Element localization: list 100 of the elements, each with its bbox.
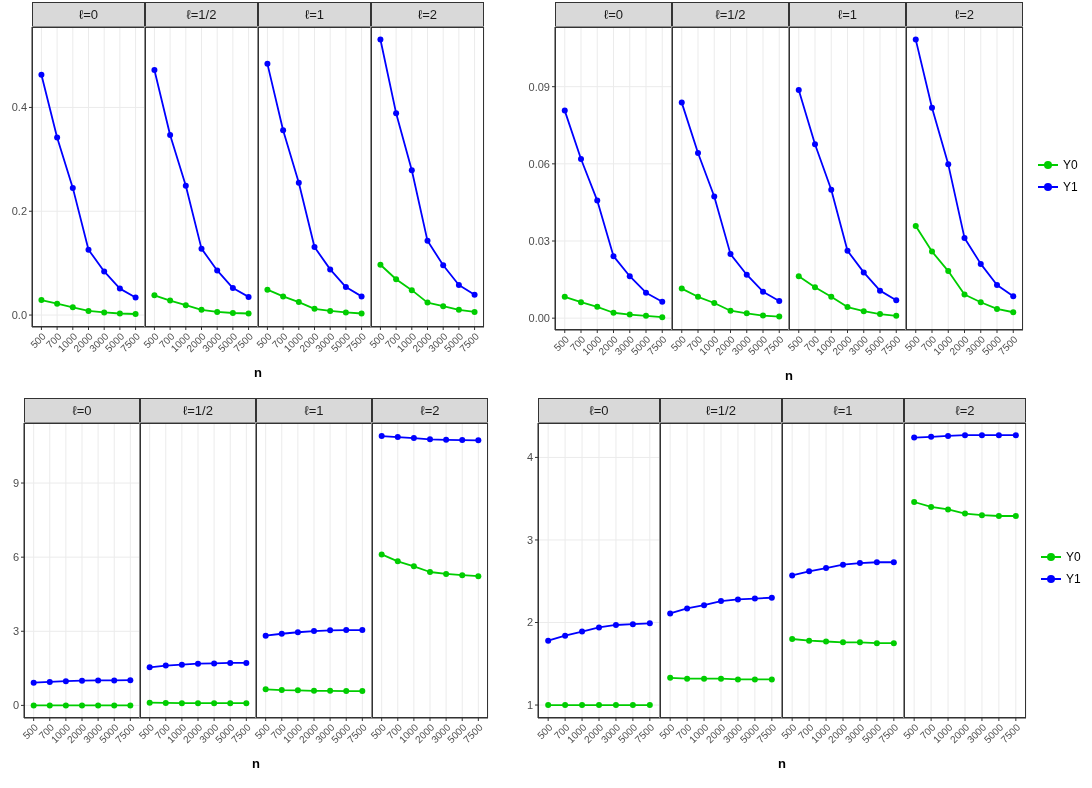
point [127, 677, 134, 684]
point [182, 182, 189, 189]
chart-title: ℓ=0 [555, 2, 672, 27]
point [245, 293, 252, 300]
y-tick-label: 0.06 [528, 157, 550, 170]
point [162, 662, 169, 669]
point [844, 247, 851, 254]
point [678, 99, 685, 106]
point [945, 161, 952, 168]
y-tick-label: 0.4 [11, 101, 27, 114]
point [79, 702, 85, 709]
point [860, 269, 867, 276]
point [455, 281, 462, 288]
point [85, 246, 92, 253]
point [562, 632, 569, 639]
y-tick-label: 0.0 [11, 308, 27, 321]
chart-title: ℓ=1/2 [145, 2, 258, 27]
point [545, 637, 552, 644]
point [978, 512, 985, 519]
point [718, 675, 724, 682]
point [718, 598, 724, 605]
legend-label: Y1 [1066, 571, 1081, 586]
point [701, 675, 708, 682]
point [211, 700, 218, 707]
point [961, 291, 968, 298]
chart-title: ℓ=1 [782, 398, 904, 423]
point [62, 702, 69, 709]
point [594, 197, 601, 204]
point [116, 285, 123, 292]
point [198, 306, 205, 313]
point [424, 237, 431, 244]
point [311, 687, 317, 694]
point [962, 432, 968, 439]
point [760, 288, 766, 295]
point [229, 285, 236, 292]
point [132, 311, 139, 318]
point [776, 313, 783, 320]
y-tick-label: 2 [526, 616, 533, 629]
point [789, 636, 796, 643]
legend-label: Y0 [1063, 157, 1078, 172]
point [475, 437, 482, 444]
point [995, 513, 1002, 520]
point [562, 702, 569, 709]
point [596, 624, 602, 631]
point [30, 679, 37, 686]
point [394, 434, 401, 441]
point [245, 310, 252, 317]
point [359, 627, 366, 634]
point [408, 287, 415, 294]
point [806, 637, 813, 644]
point [264, 286, 271, 293]
point [743, 271, 750, 278]
point [278, 687, 285, 694]
point [101, 309, 108, 316]
point [178, 661, 185, 668]
point [214, 267, 221, 274]
point [178, 700, 185, 707]
point [695, 293, 701, 300]
point [893, 312, 900, 319]
point [596, 702, 602, 709]
point [877, 287, 883, 294]
point [198, 245, 205, 252]
point [768, 594, 775, 601]
point [378, 433, 385, 440]
y-tick-label: 3 [526, 533, 533, 546]
point [945, 506, 952, 513]
x-axis-title: n [251, 756, 261, 771]
point [475, 573, 482, 580]
chart-title: ℓ=1 [256, 398, 372, 423]
point [378, 551, 385, 558]
point [54, 134, 61, 141]
point [343, 688, 350, 695]
point [440, 303, 447, 310]
legend-label: Y1 [1063, 179, 1078, 194]
point [101, 268, 108, 275]
point [408, 167, 415, 174]
point [929, 248, 935, 255]
point [828, 186, 835, 193]
point [424, 299, 431, 306]
point [243, 700, 250, 707]
chart-title: ℓ=1/2 [140, 398, 256, 423]
point [912, 223, 919, 230]
point [912, 36, 919, 43]
point [945, 432, 952, 439]
chart-title: ℓ=1 [789, 2, 906, 27]
x-tick-label: 500 [657, 721, 677, 742]
point [443, 436, 450, 443]
point [727, 251, 734, 258]
point [629, 702, 636, 709]
point [929, 104, 935, 111]
point [162, 699, 169, 706]
point [359, 688, 366, 695]
point [295, 299, 302, 306]
point [294, 687, 301, 694]
x-axis-title: n [784, 368, 794, 383]
point [667, 610, 674, 617]
point [743, 310, 750, 317]
point [812, 141, 818, 148]
point [856, 560, 863, 567]
y-tick-label: 6 [12, 551, 19, 564]
